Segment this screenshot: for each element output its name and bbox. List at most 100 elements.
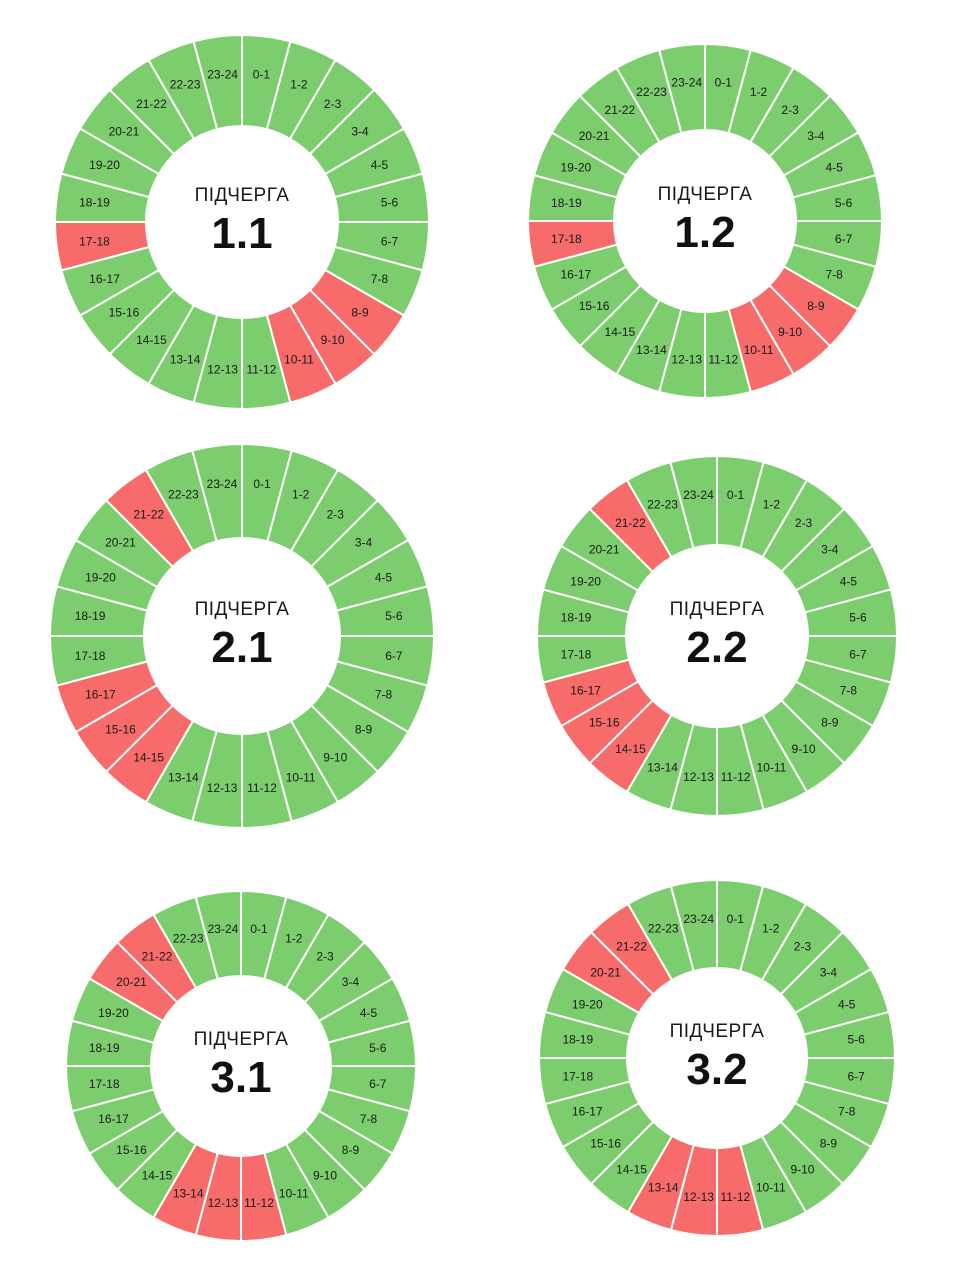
hour-label: 22-23 [648,921,679,935]
hour-label: 17-18 [89,1077,120,1091]
hour-label: 11-12 [247,363,277,377]
hour-label: 8-9 [355,722,373,736]
wheel-hub [615,131,795,311]
hour-label: 9-10 [790,1162,814,1176]
queue-wheel-2-1: 0-1 1-2 2-3 3-4 4-5 5-6 6-7 7-8 8-9 9-10 10-11 11-1… [48,442,436,830]
hour-label: 20-21 [109,124,140,138]
hour-label: 0-1 [715,75,733,89]
hour-label: 19-20 [560,161,591,175]
hour-label: 11-12 [244,1196,274,1210]
hour-label: 3-4 [807,129,825,143]
hour-label: 3-4 [351,124,369,138]
hour-label: 17-18 [561,648,592,662]
hour-label: 3-4 [342,975,360,989]
hour-label: 1-2 [285,932,303,946]
hour-label: 14-15 [616,1162,647,1176]
wheel-hub [147,127,337,317]
hour-label: 15-16 [109,306,140,320]
hour-segment-power [192,33,243,131]
queue-number: 1.2 [674,208,735,257]
hour-label: 15-16 [105,722,136,736]
hour-label: 5-6 [849,610,867,624]
hour-label: 5-6 [385,609,403,623]
queue-title: ПІДЧЕРГА [194,1029,289,1050]
hour-label: 10-11 [284,352,314,366]
hour-label: 12-13 [683,770,714,784]
hour-label: 7-8 [375,688,393,702]
hour-label: 20-21 [579,129,610,143]
hour-label: 6-7 [835,232,853,246]
queue-number: 3.1 [210,1053,271,1102]
hour-label: 23-24 [683,488,714,502]
hour-label: 11-12 [721,770,751,784]
hour-label: 7-8 [838,1105,856,1119]
hour-label: 9-10 [323,751,347,765]
hour-label: 3-4 [820,966,838,980]
hour-label: 17-18 [551,232,582,246]
hour-label: 1-2 [763,498,781,512]
hour-label: 10-11 [279,1186,309,1200]
queue-number: 3.2 [686,1045,747,1094]
hour-label: 0-1 [253,477,271,491]
hour-label: 6-7 [385,649,403,663]
hour-label: 22-23 [168,487,199,501]
hour-label: 9-10 [778,325,802,339]
hour-label: 1-2 [762,921,780,935]
hour-label: 11-12 [247,781,277,795]
hour-label: 10-11 [756,1181,786,1195]
hour-label: 7-8 [371,272,389,286]
hour-label: 12-13 [208,1196,239,1210]
hour-label: 16-17 [572,1105,603,1119]
hour-label: 8-9 [821,716,839,730]
wheel-hub [628,969,806,1147]
hour-label: 8-9 [807,299,825,313]
hour-label: 4-5 [375,570,393,584]
queue-title: ПІДЧЕРГА [195,185,290,206]
hour-label: 19-20 [98,1006,129,1020]
hour-label: 16-17 [98,1112,129,1126]
hour-label: 4-5 [360,1006,378,1020]
hour-label: 14-15 [133,751,164,765]
hour-label: 6-7 [848,1069,866,1083]
hour-label: 10-11 [757,760,787,774]
hour-label: 5-6 [835,196,853,210]
hour-label: 11-12 [720,1190,750,1204]
hour-label: 19-20 [572,997,603,1011]
hour-label: 5-6 [381,196,399,210]
hour-label: 18-19 [89,1041,120,1055]
hour-label: 9-10 [313,1168,337,1182]
hour-segment-power [657,42,706,135]
hour-label: 17-18 [79,234,110,248]
hour-label: 5-6 [369,1041,387,1055]
hour-label: 13-14 [647,760,678,774]
hour-label: 15-16 [590,1136,621,1150]
hour-label: 3-4 [355,536,373,550]
hour-label: 21-22 [136,97,167,111]
queue-wheel-3-1: 0-1 1-2 2-3 3-4 4-5 5-6 6-7 7-8 8-9 9-10 10-11 11-1… [64,889,418,1243]
hour-label: 22-23 [173,932,204,946]
hour-label: 6-7 [849,648,867,662]
queue-number: 2.2 [686,623,747,672]
hour-label: 21-22 [142,950,173,964]
hour-label: 4-5 [825,161,843,175]
queue-title: ПІДЧЕРГА [195,599,290,620]
hour-label: 2-3 [781,103,799,117]
hour-label: 20-21 [589,542,620,556]
hour-label: 16-17 [570,683,601,697]
hour-label: 16-17 [85,688,116,702]
hour-label: 20-21 [590,966,621,980]
hour-label: 0-1 [727,912,745,926]
hour-label: 12-13 [683,1190,714,1204]
wheel-hub [152,977,330,1155]
hour-label: 21-22 [616,940,647,954]
hour-label: 13-14 [170,352,201,366]
hour-label: 15-16 [589,716,620,730]
hour-label: 13-14 [636,343,667,357]
hour-label: 4-5 [371,158,389,172]
queue-title: ПІДЧЕРГА [670,1021,765,1042]
hour-label: 9-10 [321,333,345,347]
hour-label: 7-8 [360,1112,378,1126]
hour-label: 15-16 [116,1143,147,1157]
hour-label: 2-3 [794,940,812,954]
hour-segment-power [669,878,718,973]
